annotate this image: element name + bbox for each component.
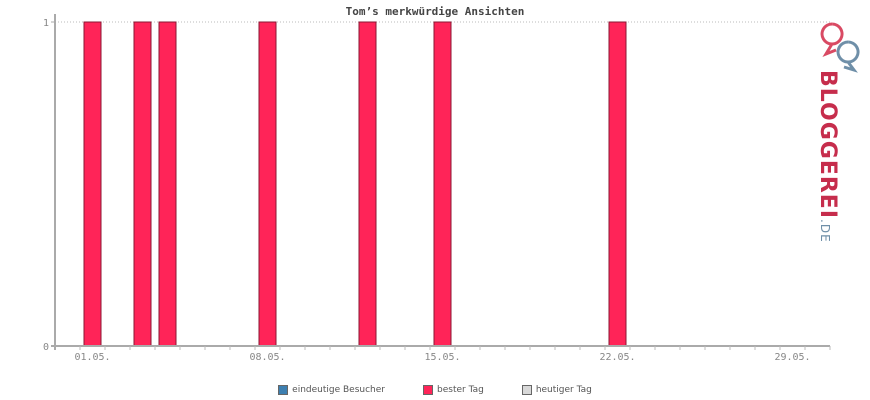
y-tick-label: 0 bbox=[43, 342, 49, 353]
x-tick-label: 01.05. bbox=[74, 352, 110, 363]
bloggerei-logo-icon bbox=[820, 22, 860, 73]
legend-item-best-day: bester Tag bbox=[423, 385, 484, 395]
x-tick-label: 08.05. bbox=[249, 352, 285, 363]
chart-title: Tom’s merkwürdige Ansichten bbox=[345, 5, 525, 18]
x-tick-label: 29.05. bbox=[774, 352, 810, 363]
legend: eindeutige Besucher bester Tag heutiger … bbox=[0, 385, 870, 395]
bar bbox=[258, 21, 277, 347]
bar bbox=[358, 21, 377, 347]
legend-item-today: heutiger Tag bbox=[521, 385, 592, 395]
legend-label-best-day: bester Tag bbox=[437, 385, 484, 395]
legend-item-unique-visitors: eindeutige Besucher bbox=[278, 385, 385, 395]
logo-brand: BLOGGEREI bbox=[815, 70, 840, 220]
x-tick-label: 22.05. bbox=[599, 352, 635, 363]
legend-label-today: heutiger Tag bbox=[535, 385, 592, 395]
bar bbox=[608, 21, 627, 347]
logo-suffix: .DE bbox=[818, 219, 832, 243]
logo-text: BLOGGEREI.DE bbox=[815, 70, 840, 243]
y-tick-label: 1 bbox=[43, 18, 49, 29]
bar bbox=[158, 21, 177, 347]
legend-swatch-today bbox=[521, 385, 532, 395]
bar bbox=[83, 21, 102, 347]
bar bbox=[133, 21, 152, 347]
bar bbox=[433, 21, 452, 347]
legend-label-unique-visitors: eindeutige Besucher bbox=[292, 385, 385, 395]
x-tick-label: 15.05. bbox=[424, 352, 460, 363]
legend-swatch-unique-visitors bbox=[278, 385, 289, 395]
legend-swatch-best-day bbox=[423, 385, 433, 395]
